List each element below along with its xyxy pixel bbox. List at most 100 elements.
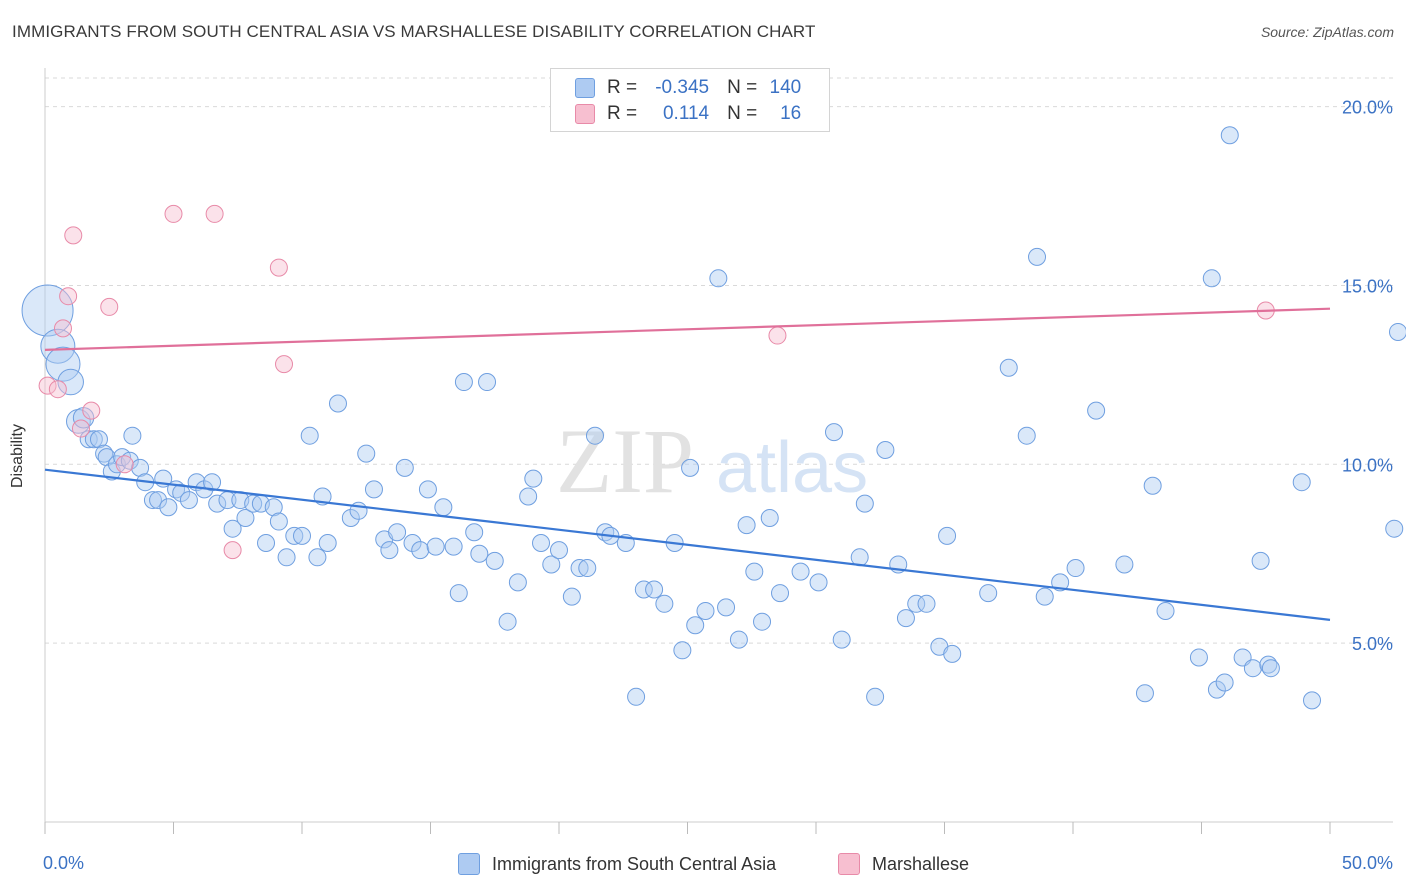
data-point-south-central-asia bbox=[524, 469, 543, 488]
legend-r-label: R = bbox=[607, 103, 638, 124]
data-point-south-central-asia bbox=[866, 687, 885, 706]
data-point-south-central-asia bbox=[1017, 426, 1036, 445]
y-tick-label: 10.0% bbox=[1342, 455, 1393, 475]
data-point-south-central-asia bbox=[244, 494, 263, 513]
stats-legend: R = -0.345 N = 140 R = 0.114 N = 16 bbox=[550, 68, 830, 132]
bottom-legend-swatch-pink bbox=[838, 853, 860, 875]
data-point-south-central-asia bbox=[45, 346, 81, 382]
data-point-south-central-asia bbox=[1261, 659, 1280, 678]
data-point-south-central-asia bbox=[444, 537, 463, 556]
trend-line-south-central-asia bbox=[44, 468, 1331, 621]
tick-labels: 5.0% 10.0% 15.0% 20.0% 0.0% 50.0% bbox=[43, 98, 1393, 873]
data-point-marshallese bbox=[223, 541, 242, 560]
data-point-south-central-asia bbox=[999, 358, 1018, 377]
bottom-legend-label-blue: Immigrants from South Central Asia bbox=[492, 853, 777, 874]
data-point-south-central-asia bbox=[208, 494, 227, 513]
data-point-south-central-asia bbox=[809, 573, 828, 592]
data-point-south-central-asia bbox=[285, 526, 304, 545]
data-point-south-central-asia bbox=[120, 451, 139, 470]
data-point-south-central-asia bbox=[149, 491, 168, 510]
legend-swatch-blue bbox=[575, 78, 595, 98]
data-point-marshallese bbox=[59, 287, 78, 306]
data-point-marshallese bbox=[53, 319, 72, 338]
data-point-south-central-asia bbox=[634, 580, 653, 599]
x-tick-label-max: 50.0% bbox=[1342, 853, 1393, 873]
data-point-south-central-asia bbox=[737, 516, 756, 535]
data-point-south-central-asia bbox=[1215, 673, 1234, 692]
data-point-south-central-asia bbox=[1259, 655, 1278, 674]
data-point-south-central-asia bbox=[236, 508, 255, 527]
data-point-south-central-asia bbox=[308, 548, 327, 567]
data-point-south-central-asia bbox=[681, 458, 700, 477]
data-point-south-central-asia bbox=[729, 630, 748, 649]
data-point-south-central-asia bbox=[269, 512, 288, 531]
data-point-south-central-asia bbox=[1135, 684, 1154, 703]
data-point-south-central-asia bbox=[1220, 126, 1239, 145]
data-point-south-central-asia bbox=[434, 498, 453, 517]
legend-swatch-pink bbox=[575, 104, 595, 124]
data-point-marshallese bbox=[64, 226, 83, 245]
data-point-south-central-asia bbox=[979, 584, 998, 603]
data-point-south-central-asia bbox=[172, 483, 191, 502]
data-point-south-central-asia bbox=[519, 487, 538, 506]
data-point-marshallese bbox=[164, 204, 183, 223]
data-point-south-central-asia bbox=[418, 480, 437, 499]
trend-lines bbox=[44, 307, 1331, 621]
data-point-south-central-asia bbox=[562, 587, 581, 606]
y-tick-label: 15.0% bbox=[1342, 276, 1393, 296]
data-point-marshallese bbox=[205, 204, 224, 223]
data-point-south-central-asia bbox=[123, 426, 142, 445]
data-point-south-central-asia bbox=[1189, 648, 1208, 667]
data-point-south-central-asia bbox=[1243, 659, 1262, 678]
data-point-south-central-asia bbox=[645, 580, 664, 599]
data-point-south-central-asia bbox=[97, 448, 116, 467]
data-point-south-central-asia bbox=[341, 508, 360, 527]
data-point-south-central-asia bbox=[1385, 519, 1404, 538]
source-credit: Source: ZipAtlas.com bbox=[1260, 24, 1394, 40]
data-point-south-central-asia bbox=[855, 494, 874, 513]
data-point-south-central-asia bbox=[328, 394, 347, 413]
trend-line-marshallese bbox=[44, 307, 1331, 351]
y-tick-label: 5.0% bbox=[1352, 634, 1393, 654]
data-point-south-central-asia bbox=[131, 458, 150, 477]
data-point-south-central-asia bbox=[717, 598, 736, 617]
data-point-south-central-asia bbox=[627, 687, 646, 706]
data-point-south-central-asia bbox=[907, 594, 926, 613]
data-point-marshallese bbox=[100, 297, 119, 316]
data-point-south-central-asia bbox=[449, 584, 468, 603]
legend-n-label: N = bbox=[727, 77, 758, 98]
legend-r-value-blue: -0.345 bbox=[655, 77, 710, 98]
legend-n-value-blue: 140 bbox=[769, 77, 802, 98]
data-point-marshallese bbox=[768, 326, 787, 345]
data-point-south-central-asia bbox=[1303, 691, 1322, 710]
data-point-south-central-asia bbox=[318, 534, 337, 552]
data-point-south-central-asia bbox=[585, 426, 604, 445]
data-point-south-central-asia bbox=[223, 519, 242, 538]
data-point-south-central-asia bbox=[570, 559, 589, 578]
data-point-south-central-asia bbox=[1156, 601, 1175, 620]
data-point-south-central-asia bbox=[938, 526, 957, 545]
data-point-south-central-asia bbox=[1035, 587, 1054, 606]
data-point-south-central-asia bbox=[896, 609, 915, 628]
data-point-south-central-asia bbox=[508, 573, 527, 592]
legend-row-blue: R = -0.345 N = 140 bbox=[575, 77, 801, 99]
data-point-south-central-asia bbox=[709, 269, 728, 288]
data-point-south-central-asia bbox=[84, 430, 103, 449]
data-point-south-central-asia bbox=[57, 368, 84, 396]
bottom-legend-pink: Marshallese bbox=[838, 852, 969, 876]
data-point-south-central-asia bbox=[832, 630, 851, 649]
data-point-south-central-asia bbox=[1202, 269, 1221, 288]
data-point-south-central-asia bbox=[21, 284, 74, 337]
legend-n-label: N = bbox=[727, 103, 758, 124]
data-point-south-central-asia bbox=[470, 544, 489, 563]
data-point-south-central-asia bbox=[753, 612, 772, 631]
data-point-south-central-asia bbox=[203, 473, 222, 492]
legend-r-value-pink: 0.114 bbox=[662, 103, 710, 124]
data-point-south-central-asia bbox=[673, 641, 692, 660]
data-point-south-central-asia bbox=[179, 491, 198, 510]
data-point-south-central-asia bbox=[1087, 401, 1106, 420]
data-point-south-central-asia bbox=[917, 594, 936, 613]
gridlines bbox=[45, 77, 1393, 644]
data-point-south-central-asia bbox=[1115, 555, 1134, 574]
data-point-marshallese bbox=[38, 376, 57, 395]
